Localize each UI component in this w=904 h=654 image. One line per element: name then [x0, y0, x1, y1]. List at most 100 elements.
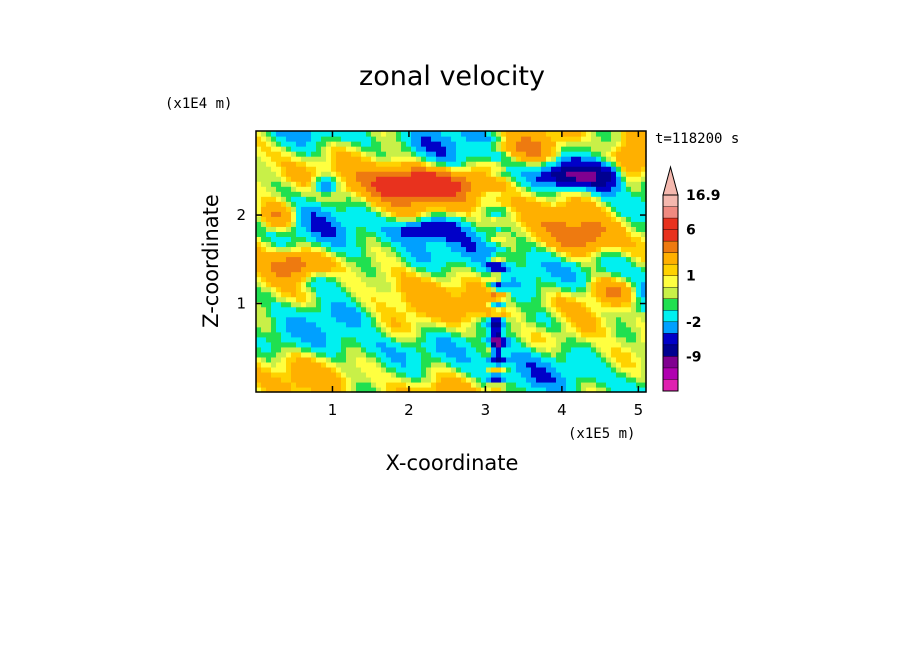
heatmap-cell	[546, 161, 552, 167]
heatmap-cell	[416, 331, 422, 338]
heatmap-cell	[446, 151, 452, 157]
heatmap-cell	[371, 151, 377, 157]
heatmap-cell	[421, 171, 427, 177]
heatmap-cell	[511, 231, 517, 237]
heatmap-cell	[536, 301, 542, 308]
heatmap-cell	[336, 256, 342, 263]
heatmap-cell	[271, 216, 277, 222]
heatmap-cell	[536, 171, 542, 177]
heatmap-cell	[371, 216, 377, 222]
heatmap-cell	[586, 161, 592, 167]
heatmap-cell	[636, 276, 642, 283]
heatmap-cell	[616, 286, 622, 293]
heatmap-cell	[611, 241, 617, 248]
heatmap-cell	[516, 356, 522, 363]
heatmap-cell	[306, 196, 312, 202]
heatmap-cell	[296, 336, 302, 343]
heatmap-cell	[591, 386, 597, 393]
heatmap-cell	[546, 191, 552, 197]
heatmap-cell	[561, 316, 567, 323]
heatmap-cell	[641, 331, 647, 338]
heatmap-cell	[356, 281, 362, 288]
heatmap-cell	[446, 216, 452, 222]
heatmap-cell	[516, 276, 522, 283]
heatmap-cell	[551, 216, 557, 222]
heatmap-cell	[416, 306, 422, 313]
heatmap-cell	[541, 356, 547, 363]
heatmap-cell	[626, 266, 632, 273]
heatmap-cell	[486, 281, 492, 288]
heatmap-cell	[336, 366, 342, 373]
heatmap-cell	[536, 156, 542, 162]
heatmap-cell	[416, 326, 422, 333]
heatmap-cell	[426, 151, 432, 157]
heatmap-cell	[641, 346, 647, 353]
colorbar-bin	[662, 356, 679, 369]
heatmap-cell	[516, 346, 522, 353]
heatmap-cell	[536, 341, 542, 348]
heatmap-cell	[401, 306, 407, 313]
heatmap-cell	[641, 266, 647, 273]
heatmap-cell	[396, 186, 402, 192]
heatmap-cell	[351, 346, 357, 353]
heatmap-cell	[431, 341, 437, 348]
heatmap-cell	[456, 231, 462, 237]
heatmap-cell	[551, 266, 557, 273]
heatmap-cell	[266, 361, 272, 368]
heatmap-cell	[526, 301, 532, 308]
heatmap-cell	[416, 181, 422, 187]
heatmap-cell	[491, 296, 497, 303]
heatmap-cell	[496, 196, 502, 202]
heatmap-cell	[306, 171, 312, 177]
heatmap-cell	[476, 136, 482, 142]
heatmap-cell	[546, 306, 552, 313]
heatmap-cell	[546, 341, 552, 348]
heatmap-cell	[371, 371, 377, 378]
heatmap-cell	[396, 306, 402, 313]
heatmap-cell	[491, 251, 497, 258]
heatmap-cell	[356, 286, 362, 293]
heatmap-cell	[456, 176, 462, 182]
heatmap-cell	[576, 296, 582, 303]
heatmap-cell	[266, 291, 272, 298]
heatmap-cell	[356, 216, 362, 222]
heatmap-cell	[501, 211, 507, 217]
heatmap-cell	[291, 251, 297, 258]
heatmap-cell	[311, 256, 317, 263]
heatmap-cell	[436, 221, 442, 227]
heatmap-cell	[521, 321, 527, 328]
heatmap-cell	[291, 306, 297, 313]
heatmap-cell	[306, 216, 312, 222]
heatmap-cell	[396, 331, 402, 338]
heatmap-cell	[621, 236, 627, 243]
heatmap-cell	[411, 176, 417, 182]
heatmap-cell	[406, 326, 412, 333]
heatmap-cell	[641, 156, 647, 162]
heatmap-cell	[341, 246, 347, 253]
heatmap-cell	[531, 301, 537, 308]
heatmap-cell	[346, 236, 352, 243]
heatmap-cell	[511, 146, 517, 152]
heatmap-cell	[296, 311, 302, 318]
heatmap-cell	[446, 286, 452, 293]
heatmap-cell	[341, 186, 347, 192]
heatmap-cell	[316, 351, 322, 358]
heatmap-cell	[576, 366, 582, 373]
heatmap-cell	[551, 221, 557, 227]
heatmap-cell	[436, 321, 442, 328]
heatmap-cell	[621, 231, 627, 237]
heatmap-cell	[626, 371, 632, 378]
heatmap-cell	[531, 291, 537, 298]
heatmap-cell	[401, 301, 407, 308]
heatmap-cell	[521, 276, 527, 283]
heatmap-cell	[466, 311, 472, 318]
heatmap-cell	[556, 216, 562, 222]
heatmap-cell	[476, 316, 482, 323]
heatmap-cell	[586, 246, 592, 253]
heatmap-cell	[626, 206, 632, 212]
heatmap-cell	[606, 286, 612, 293]
heatmap-cell	[571, 231, 577, 237]
heatmap-cell	[271, 241, 277, 248]
heatmap-cell	[401, 316, 407, 323]
